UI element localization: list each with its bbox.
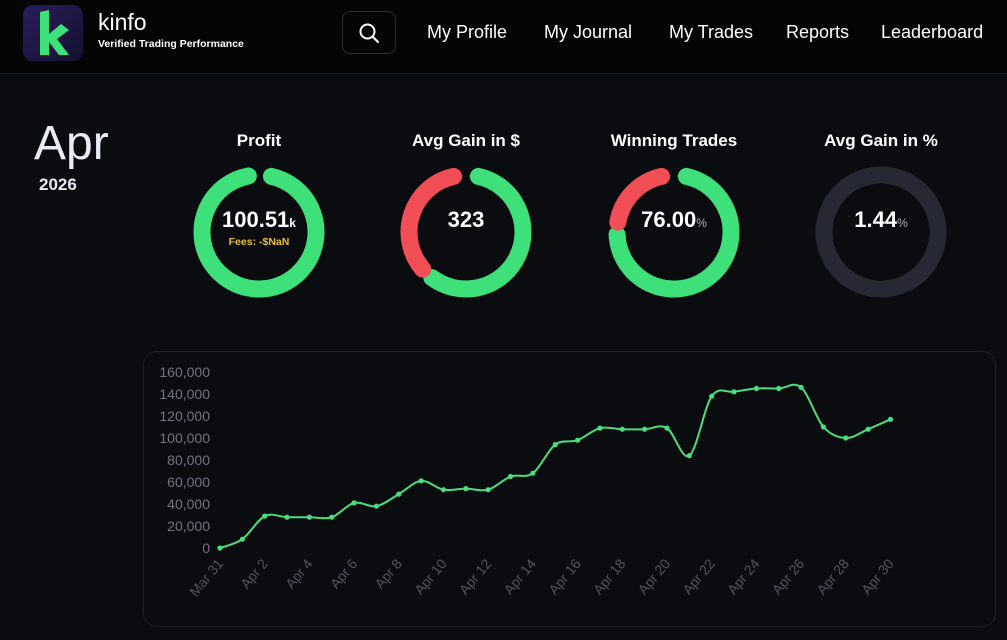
nav-my-journal[interactable]: My Journal [544, 22, 633, 42]
search-button[interactable] [342, 11, 396, 54]
profit-unit: k [289, 216, 296, 230]
x-tick-label: Apr 14 [500, 555, 539, 597]
profit-donut-arc [193, 167, 325, 298]
data-point [373, 503, 380, 509]
y-tick-label: 80,000 [167, 452, 210, 468]
x-tick-label: Apr 20 [635, 555, 674, 597]
kpi-title-avg-gain-pct: Avg Gain in % [824, 131, 938, 150]
y-tick-label: 140,000 [159, 386, 210, 402]
kpi-title-profit: Profit [236, 131, 282, 150]
data-point [686, 453, 692, 459]
x-tick-label: Apr 22 [679, 555, 718, 597]
data-point [239, 536, 245, 542]
y-tick-label: 40,000 [167, 496, 210, 512]
x-tick-label: Apr 26 [769, 555, 808, 597]
y-tick-label: 120,000 [159, 408, 210, 424]
data-point [753, 385, 760, 392]
data-point [396, 491, 402, 497]
avg-gain-usd-red-arc [400, 167, 463, 278]
data-point [306, 514, 312, 520]
data-point [731, 389, 737, 395]
x-tick-label: Apr 6 [327, 555, 361, 591]
kpi-fees: Fees: -$NaN [228, 236, 290, 248]
x-tick-label: Mar 31 [186, 555, 226, 599]
nav-my-profile[interactable]: My Profile [427, 22, 508, 42]
search-icon [359, 23, 379, 43]
winning-trades-donut [608, 167, 740, 298]
period-month: Apr [34, 117, 109, 170]
profit-value: 100.51 [222, 207, 290, 232]
equity-line-chart: 0 20,000 40,000 60,000 80,000 100,000 120,000 1… [159, 364, 897, 599]
x-tick-label: Apr 10 [411, 555, 450, 597]
x-tick-label: Apr 28 [813, 555, 852, 597]
data-point [619, 426, 625, 432]
winning-trades-unit: % [696, 216, 707, 230]
top-navigation-bar: kinfo Verified Trading Performance My Pr… [0, 0, 1007, 74]
data-point [485, 487, 491, 493]
y-tick-label: 100,000 [159, 430, 210, 446]
brand-name: kinfo [98, 9, 147, 35]
nav-leaderboard[interactable]: Leaderboard [881, 22, 984, 42]
data-point [418, 478, 424, 484]
equity-chart-card [143, 351, 996, 627]
data-point [507, 473, 514, 480]
y-tick-label: 60,000 [167, 474, 210, 490]
x-tick-label: Apr 18 [590, 555, 629, 597]
data-point [530, 470, 536, 476]
x-tick-label: Apr 16 [545, 555, 584, 597]
brand-tagline: Verified Trading Performance [98, 38, 244, 50]
x-tick-label: Apr 4 [282, 555, 316, 591]
x-tick-label: Apr 12 [456, 555, 495, 597]
data-point [865, 426, 871, 432]
x-tick-label: Apr 30 [858, 555, 897, 597]
avg-gain-usd-donut [400, 167, 532, 298]
data-point [709, 393, 715, 399]
data-point [820, 424, 827, 430]
data-point [642, 426, 648, 432]
data-point [262, 513, 268, 519]
data-point [217, 545, 223, 551]
nav-my-trades[interactable]: My Trades [669, 22, 754, 42]
avg-gain-usd-green-arc [423, 167, 532, 298]
data-point [552, 442, 558, 448]
data-point [843, 435, 849, 441]
y-tick-label: 0 [202, 540, 210, 556]
data-point [284, 514, 290, 520]
kinfo-logo[interactable] [23, 5, 83, 61]
avg-gain-pct-donut [815, 166, 947, 298]
y-tick-label: 160,000 [159, 364, 210, 380]
avg-gain-pct-value: 1.44 [854, 207, 898, 232]
kpi-value-avg-gain-pct: 1.44% [801, 207, 961, 233]
period-year: 2026 [39, 175, 77, 194]
data-point [351, 500, 357, 506]
winning-trades-red-arc [609, 167, 671, 231]
x-tick-label: Apr 24 [724, 555, 763, 597]
kpi-value-profit: 100.51k [179, 207, 339, 233]
winning-trades-green-arc [608, 167, 740, 298]
kpi-value-winning-trades: 76.00% [594, 207, 754, 233]
winning-trades-value: 76.00 [641, 207, 697, 232]
kpi-value-avg-gain-usd: 323 [447, 207, 485, 232]
profit-donut [193, 167, 325, 298]
data-point [329, 514, 335, 520]
kpi-title-winning-trades: Winning Trades [610, 131, 738, 150]
x-tick-label: Apr 2 [237, 555, 271, 591]
kinfo-logo-icon [40, 10, 69, 55]
nav-reports[interactable]: Reports [786, 22, 850, 42]
data-point [664, 425, 670, 431]
data-point [463, 486, 469, 492]
kpi-title-avg-gain-usd: Avg Gain in $ [411, 131, 520, 150]
y-tick-label: 20,000 [167, 518, 210, 534]
x-tick-label: Apr 8 [371, 555, 405, 591]
data-point [776, 385, 782, 392]
data-point [440, 487, 447, 493]
equity-series-line [219, 383, 891, 549]
data-point [887, 416, 894, 422]
avg-gain-pct-track [815, 166, 947, 298]
data-point [597, 425, 603, 431]
avg-gain-pct-unit: % [897, 216, 908, 230]
data-point [575, 437, 581, 443]
data-point [798, 384, 804, 390]
